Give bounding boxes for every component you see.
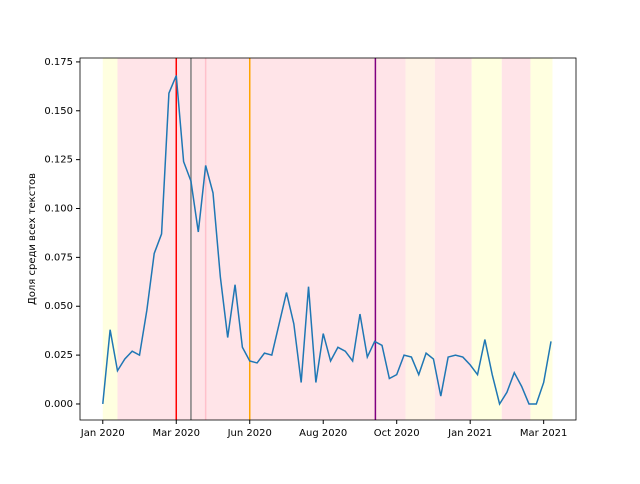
x-tick-label: Oct 2020 xyxy=(374,428,420,439)
x-tick-label: Jan 2021 xyxy=(447,428,492,439)
x-tick-label: Mar 2021 xyxy=(520,428,568,439)
y-axis-label: Доля среди всех текстов xyxy=(27,173,38,305)
y-tick-label: 0.025 xyxy=(44,350,73,361)
shaded-span xyxy=(471,58,502,420)
y-tick-label: 0.000 xyxy=(44,399,73,410)
y-tick-label: 0.150 xyxy=(44,106,73,117)
x-tick-label: Jan 2020 xyxy=(80,428,125,439)
plot-frame xyxy=(79,57,577,421)
shaded-span xyxy=(117,58,406,420)
shaded-span xyxy=(102,58,118,420)
y-tick-label: 0.125 xyxy=(44,155,73,166)
y-tick-label: 0.175 xyxy=(44,57,73,68)
y-tick-label: 0.100 xyxy=(44,204,73,215)
data-line xyxy=(102,75,552,406)
x-tick-label: Mar 2020 xyxy=(153,428,201,439)
y-tick-label: 0.050 xyxy=(44,301,73,312)
shaded-span xyxy=(434,58,472,420)
shaded-span xyxy=(501,58,531,420)
shaded-span xyxy=(530,58,553,420)
x-tick-label: Jun 2020 xyxy=(227,428,272,439)
x-tick-label: Aug 2020 xyxy=(299,428,347,439)
shaded-span xyxy=(405,58,435,420)
y-tick-label: 0.075 xyxy=(44,252,73,263)
